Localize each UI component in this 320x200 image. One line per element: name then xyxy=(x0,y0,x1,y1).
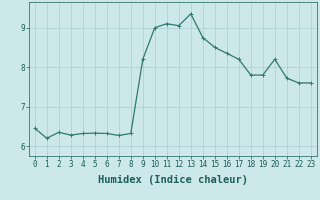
X-axis label: Humidex (Indice chaleur): Humidex (Indice chaleur) xyxy=(98,175,248,185)
